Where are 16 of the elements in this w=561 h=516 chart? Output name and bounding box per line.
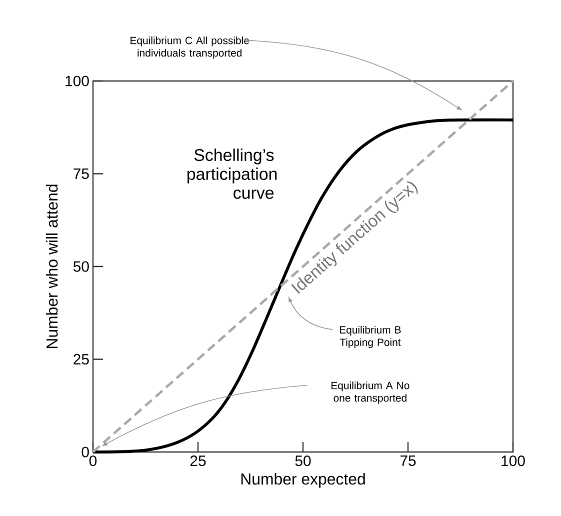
x-tick-label: 50 xyxy=(295,456,311,466)
x-tick-label: 25 xyxy=(190,456,206,466)
annotation: Equilibrium B Tipping Point xyxy=(340,326,401,348)
annotation: Equilibrium A No one transported xyxy=(332,382,410,404)
y-tick-label: 50 xyxy=(73,261,89,272)
x-tick-label: 0 xyxy=(89,456,97,466)
y-axis-title: Number who will attend xyxy=(46,184,58,348)
x-axis-title: Number expected xyxy=(241,472,365,488)
x-tick-label: 75 xyxy=(400,456,416,466)
y-tick-label: 0 xyxy=(82,446,89,458)
text: Schelling’s participation curve xyxy=(188,148,277,199)
x-tick-label: 100 xyxy=(502,456,525,466)
y-tick-label: 25 xyxy=(74,354,89,365)
y-tick-label: 100 xyxy=(66,76,89,86)
y-tick-label: 75 xyxy=(74,168,89,179)
text: Equilibrium C All possible individuals transported xyxy=(130,36,249,59)
